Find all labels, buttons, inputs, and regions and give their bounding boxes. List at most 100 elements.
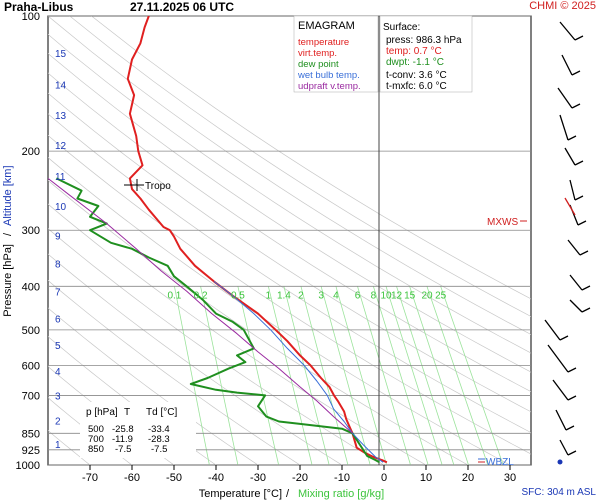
tropopause-label: Tropo bbox=[145, 181, 171, 192]
y-axis-title-altitude: Altitude [km] bbox=[2, 165, 14, 226]
pressure-tick-label: 700 bbox=[22, 390, 40, 402]
wind-barbs bbox=[544, 21, 591, 465]
wind-barb-flag bbox=[577, 220, 587, 226]
wind-barb-flag bbox=[579, 250, 589, 256]
mixing-ratio-label: 0.2 bbox=[194, 290, 208, 301]
wind-barb-staff bbox=[569, 179, 576, 201]
legend-item-updraft: udpraft v.temp. bbox=[298, 81, 361, 92]
levels-header-p: p [hPa] bbox=[86, 407, 118, 418]
wet-bulb-line bbox=[213, 281, 384, 463]
axes-layer: 0.1 0.2 0.5 1 1.4 2 3 4 6 8 10 12 15 20 25100200300400… bbox=[16, 11, 517, 484]
mixing-ratio-line bbox=[267, 286, 313, 465]
x-axis-title-separator: / bbox=[286, 488, 290, 500]
levels-row-700-t: -11.9 bbox=[112, 434, 133, 445]
altitude-tick-label: 2 bbox=[55, 417, 61, 428]
temperature-tick-label: -10 bbox=[334, 472, 350, 484]
legend-item-wet-bulb: wet bulb temp. bbox=[297, 70, 360, 81]
wind-barb-flag bbox=[571, 103, 581, 109]
mixing-ratio-label: 12 bbox=[391, 290, 403, 301]
mixing-ratio-label: 4 bbox=[333, 290, 339, 301]
wind-barb-flag bbox=[559, 335, 569, 341]
wind-barb-flag bbox=[565, 425, 575, 431]
temperature-tick-label: 0 bbox=[381, 472, 387, 484]
altitude-tick-label: 7 bbox=[55, 288, 61, 299]
surface-box bbox=[379, 15, 473, 93]
y-axis-title-separator: / bbox=[2, 232, 14, 236]
temperature-tick-label: -40 bbox=[208, 472, 224, 484]
sfc-label: SFC: 304 m ASL bbox=[522, 487, 597, 498]
mixing-ratio-line bbox=[426, 286, 489, 465]
wind-barb-staff bbox=[555, 409, 567, 431]
temperature-tick-label: 30 bbox=[504, 472, 516, 484]
surface-tmxfc: t-mxfc: 6.0 °C bbox=[386, 81, 447, 92]
surface-press: press: 986.3 hPa bbox=[386, 35, 462, 46]
temperature-tick-label: 20 bbox=[462, 472, 474, 484]
mixing-ratio-line bbox=[409, 286, 469, 465]
dry-adiabat-line bbox=[0, 16, 6, 465]
pressure-tick-label: 200 bbox=[22, 146, 40, 158]
mixing-ratio-line bbox=[385, 286, 443, 465]
wind-barb-staff bbox=[564, 147, 576, 166]
legend-title: EMAGRAM bbox=[298, 20, 355, 32]
altitude-tick-label: 11 bbox=[55, 172, 66, 183]
wbzl-label: WBZL bbox=[486, 457, 514, 468]
y-axis-title-pressure: Pressure [hPa] bbox=[2, 244, 14, 317]
surface-temp: temp: 0.7 °C bbox=[386, 46, 442, 57]
wind-barb-flag bbox=[574, 35, 584, 41]
altitude-tick-label: 13 bbox=[55, 111, 67, 122]
wind-barb-flag bbox=[567, 450, 577, 456]
mixing-ratio-line bbox=[174, 286, 210, 465]
levels-header-t: T bbox=[124, 407, 130, 418]
x-axis-title-mixing: Mixing ratio [g/kg] bbox=[298, 488, 384, 500]
levels-header-td: Td [°C] bbox=[146, 407, 177, 418]
dry-adiabat-line bbox=[69, 16, 531, 317]
mixing-ratio-line bbox=[440, 286, 504, 465]
mixing-ratio-line bbox=[237, 286, 280, 465]
station-title: Praha-Libus bbox=[4, 0, 74, 14]
wind-barb-flag bbox=[571, 70, 581, 76]
mixing-ratio-line bbox=[373, 286, 429, 465]
altitude-tick-label: 1 bbox=[55, 440, 61, 451]
mixing-ratio-label: 10 bbox=[380, 290, 392, 301]
mixing-ratio-label: 1.4 bbox=[277, 290, 291, 301]
wind-barb-flag bbox=[574, 160, 584, 166]
wind-barb-staff bbox=[569, 274, 583, 291]
altitude-tick-label: 9 bbox=[55, 231, 61, 242]
levels-row-700-td: -28.3 bbox=[148, 434, 170, 445]
dry-adiabat-line bbox=[91, 16, 531, 300]
mixing-ratio-line bbox=[200, 286, 239, 465]
wind-barb-staff bbox=[559, 439, 569, 456]
wind-barb-staff bbox=[552, 379, 569, 401]
mixing-ratio-line bbox=[396, 286, 455, 465]
wind-barb-staff bbox=[559, 114, 569, 141]
surface-wind-dot bbox=[557, 459, 563, 465]
mixing-ratio-label: 15 bbox=[404, 290, 416, 301]
temperature-tick-label: -30 bbox=[250, 472, 266, 484]
mixing-ratio-line bbox=[283, 286, 330, 465]
pressure-tick-label: 850 bbox=[22, 428, 40, 440]
pressure-tick-label: 500 bbox=[22, 325, 40, 337]
surface-title: Surface: bbox=[383, 22, 420, 33]
mixing-ratio-label: 0.1 bbox=[167, 290, 181, 301]
altitude-tick-label: 12 bbox=[55, 141, 67, 152]
mixing-ratio-label: 0.5 bbox=[231, 290, 245, 301]
mixing-ratio-lines bbox=[174, 286, 504, 465]
levels-row-850-p: 850 bbox=[88, 444, 104, 455]
mixing-ratio-label: 2 bbox=[298, 290, 304, 301]
legend-item-temperature: temperature bbox=[298, 37, 349, 48]
copyright: CHMI © 2025 bbox=[529, 0, 596, 12]
temperature-tick-label: -20 bbox=[292, 472, 308, 484]
altitude-tick-label: 5 bbox=[55, 341, 61, 352]
altitude-tick-label: 8 bbox=[55, 260, 61, 271]
altitude-tick-label: 14 bbox=[55, 80, 67, 91]
levels-row-500-p: 500 bbox=[88, 424, 104, 435]
mixing-ratio-label: 25 bbox=[435, 290, 447, 301]
dry-adiabat-line bbox=[48, 113, 531, 433]
dry-adiabat-line bbox=[48, 72, 531, 393]
temperature-tick-label: -50 bbox=[166, 472, 182, 484]
updraft-vtemp-line bbox=[48, 178, 353, 434]
wind-barb-flag bbox=[581, 285, 591, 291]
altitude-tick-label: 3 bbox=[55, 391, 61, 402]
datetime-title: 27.11.2025 06 UTC bbox=[130, 0, 235, 14]
